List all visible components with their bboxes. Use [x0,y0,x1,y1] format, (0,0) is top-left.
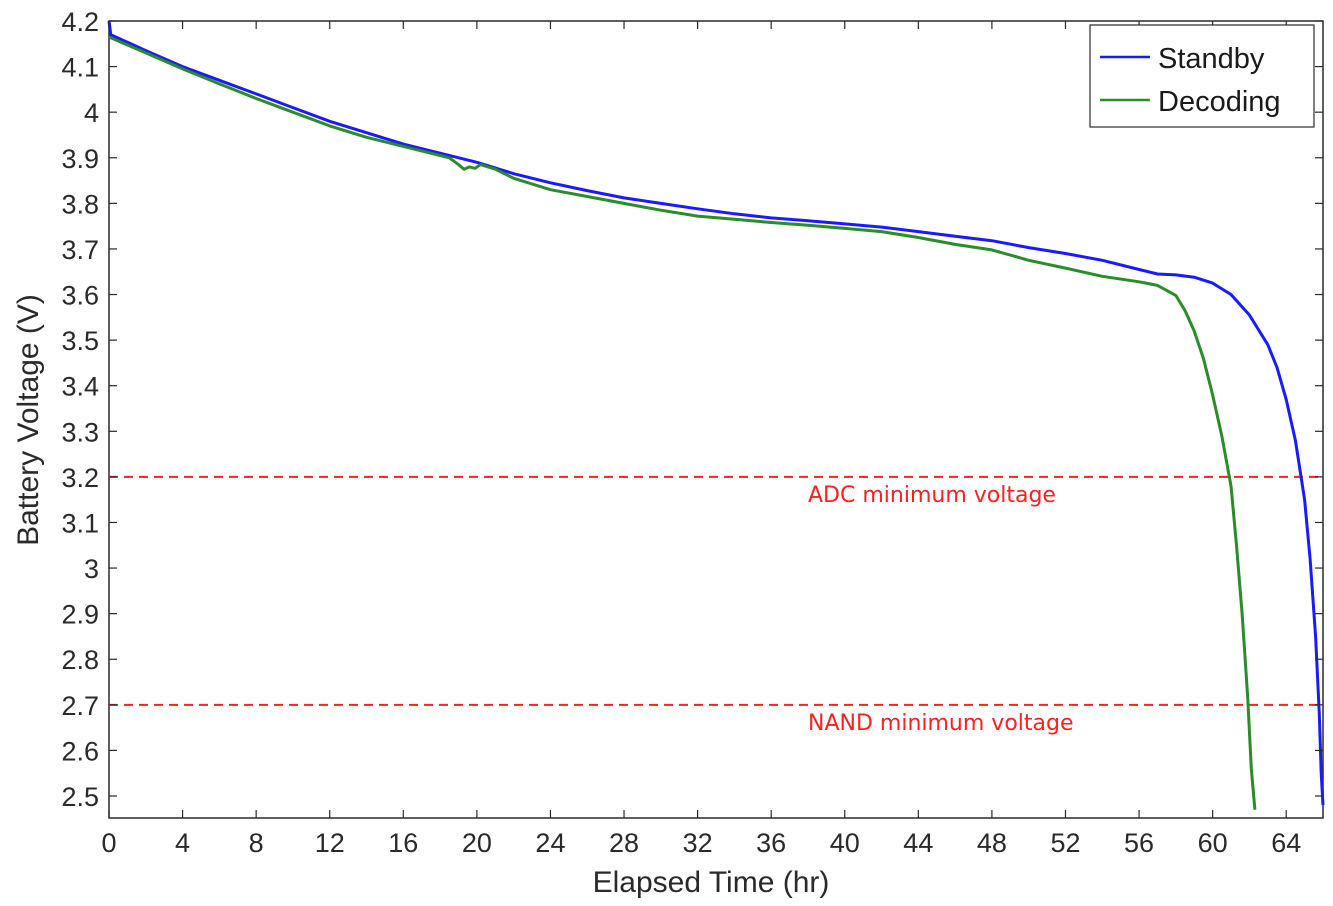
x-axis-ticks: 0 4 8 12 16 20 24 28 32 36 40 44 48 52 56 60 64 [101,21,1301,858]
y-tick-label: 3.3 [61,417,99,447]
y-axis-label: Battery Voltage (V) [12,294,45,546]
y-axis-ticks: 2.5 2.6 2.7 2.8 2.9 3 3.1 3.2 3.3 3.4 3.5 3.6 3.7 3.8… [61,7,1323,812]
x-tick-label: 12 [315,828,345,858]
y-tick-label: 4.2 [61,7,99,37]
y-tick-label: 3.5 [61,326,99,356]
x-tick-label: 4 [175,828,190,858]
x-tick-label: 48 [977,828,1007,858]
series-lines [107,20,1325,810]
x-tick-label: 24 [535,828,565,858]
reference-lines: ADC minimum voltage NAND minimum voltage [109,475,1323,736]
reference-line-label: ADC minimum voltage [808,483,1056,508]
legend-label-standby: Standby [1158,43,1265,75]
y-tick-label: 3.7 [61,235,99,265]
series-line-decoding [108,35,1257,810]
x-tick-label: 52 [1050,828,1080,858]
series-line-standby [107,20,1325,806]
y-tick-label: 3.1 [61,508,99,538]
y-tick-label: 2.8 [61,645,99,675]
x-tick-label: 36 [756,828,786,858]
x-tick-label: 44 [903,828,933,858]
plot-frame [108,20,1324,819]
x-tick-label: 0 [101,828,116,858]
y-tick-label: 2.6 [61,736,99,766]
reference-line-label: NAND minimum voltage [808,711,1074,736]
x-tick-label: 16 [388,828,418,858]
y-tick-label: 3.2 [61,463,99,493]
y-tick-label: 3 [84,554,99,584]
x-tick-label: 20 [462,828,492,858]
x-tick-label: 64 [1271,828,1301,858]
y-tick-label: 3.9 [61,144,99,174]
y-tick-label: 2.7 [61,691,99,721]
x-tick-label: 40 [830,828,860,858]
x-tick-label: 28 [609,828,639,858]
x-tick-label: 56 [1124,828,1154,858]
y-tick-label: 4 [84,98,99,128]
y-tick-label: 2.9 [61,600,99,630]
legend-box [1089,24,1315,128]
x-axis-label: Elapsed Time (hr) [593,866,830,899]
y-tick-label: 3.6 [61,281,99,311]
plot-area [108,20,1324,819]
x-tick-label: 32 [683,828,713,858]
y-tick-label: 3.4 [61,372,99,402]
y-tick-label: 3.8 [61,189,99,219]
x-tick-label: 8 [249,828,264,858]
legend-label-decoding: Decoding [1158,86,1281,118]
x-tick-label: 60 [1198,828,1228,858]
y-tick-label: 2.5 [61,782,99,812]
legend: Standby Decoding [1089,24,1315,128]
y-tick-label: 4.1 [61,53,99,83]
